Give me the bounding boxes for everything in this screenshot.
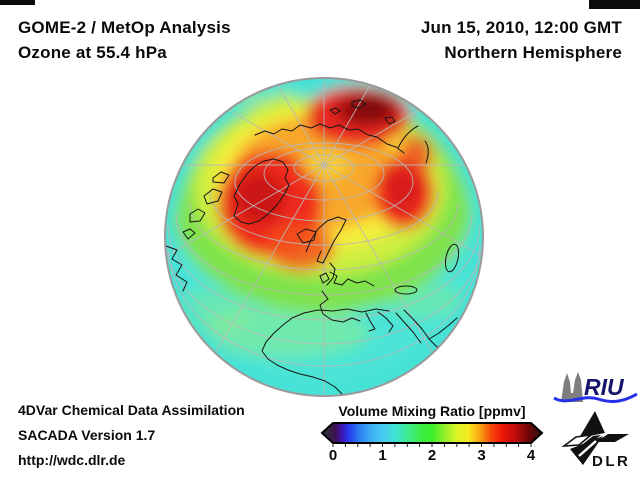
data-url: http://wdc.dlr.de	[18, 452, 126, 468]
top-right-frame-mark	[589, 0, 640, 9]
dlr-star-icon	[561, 411, 629, 465]
colorbar-title: Volume Mixing Ratio [ppmv]	[338, 403, 526, 419]
dlr-logo: DLR	[561, 411, 630, 470]
riu-wave-icon	[553, 392, 638, 403]
colorbar-tick-1: 1	[378, 447, 387, 464]
colorbar-tick-4: 4	[526, 447, 536, 464]
hemisphere-label: Northern Hemisphere	[444, 43, 622, 62]
colorbar-tick-2: 2	[427, 447, 437, 464]
riu-wordmark: RIU	[584, 374, 625, 400]
timestamp-label: Jun 15, 2010, 12:00 GMT	[420, 18, 622, 37]
cathedral-icon	[561, 372, 583, 402]
colorbar-gradient-bar	[320, 422, 544, 447]
product-title: GOME-2 / MetOp Analysis	[18, 18, 231, 37]
colorbar-tick-labels: 0 1 2 3 4	[319, 447, 545, 465]
coastlines	[165, 99, 460, 396]
globe-outline	[164, 77, 484, 397]
version-label: SACADA Version 1.7	[18, 427, 156, 443]
top-left-frame-mark	[0, 0, 35, 5]
riu-logo: RIU	[553, 372, 638, 403]
product-level-label: Ozone at 55.4 hPa	[18, 43, 167, 62]
graticule	[165, 78, 483, 396]
assimilation-credit: 4DVar Chemical Data Assimilation	[18, 402, 245, 418]
colorbar-minor-ticks	[332, 444, 532, 447]
colorbar-tick-3: 3	[477, 447, 486, 464]
colorbar-tick-0: 0	[328, 447, 338, 464]
dlr-wordmark: DLR	[592, 453, 630, 470]
